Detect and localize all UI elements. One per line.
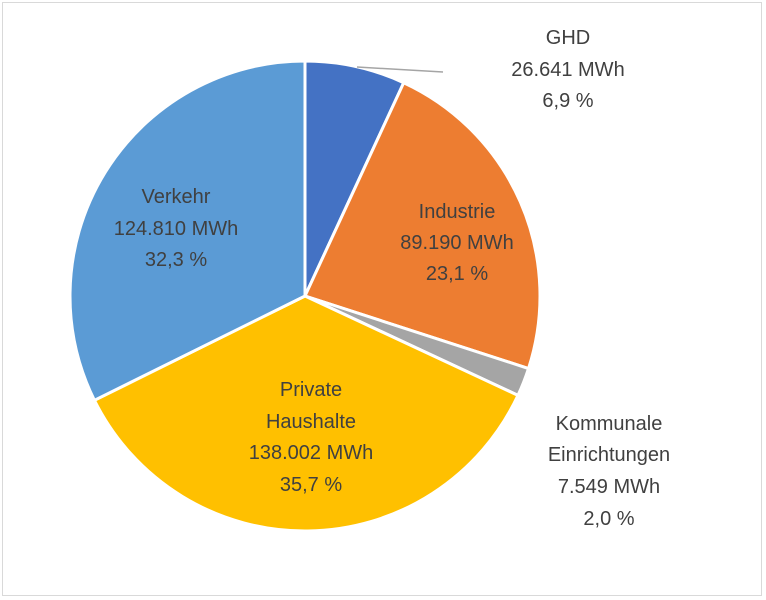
label-kommunal-line2: Einrichtungen	[548, 444, 670, 466]
label-kommunal-line1: Kommunale	[556, 413, 663, 435]
label-private-haushalte: Private Haushalte 138.002 MWh 35,7 %	[249, 379, 374, 496]
label-verkehr-name: Verkehr	[142, 186, 211, 208]
pie-slice-industrie	[303, 81, 542, 371]
label-ghd: GHD 26.641 MWh 6,9 %	[511, 27, 624, 112]
label-private-line2: Haushalte	[266, 411, 356, 433]
label-industrie-name: Industrie	[419, 201, 496, 223]
label-industrie-value: 89.190 MWh	[400, 232, 513, 254]
label-verkehr-value: 124.810 MWh	[114, 218, 239, 240]
label-kommunale-einrichtungen: Kommunale Einrichtungen 7.549 MWh 2,0 %	[548, 413, 670, 530]
label-ghd-percent: 6,9 %	[542, 90, 593, 112]
pie-slice-private-haushalte	[92, 294, 520, 533]
label-ghd-value: 26.641 MWh	[511, 59, 624, 81]
label-kommunal-value: 7.549 MWh	[558, 476, 660, 498]
label-industrie-percent: 23,1 %	[426, 263, 488, 285]
label-private-value: 138.002 MWh	[249, 442, 374, 464]
label-private-percent: 35,7 %	[280, 474, 342, 496]
label-kommunal-percent: 2,0 %	[583, 508, 634, 530]
label-verkehr-percent: 32,3 %	[145, 249, 207, 271]
ghd-leader-line	[356, 66, 444, 73]
label-ghd-name: GHD	[546, 27, 590, 49]
pie-slice-verkehr	[68, 59, 307, 402]
label-private-line1: Private	[280, 379, 342, 401]
label-verkehr: Verkehr 124.810 MWh 32,3 %	[114, 186, 239, 271]
label-industrie: Industrie 89.190 MWh 23,1 %	[400, 201, 513, 285]
pie-slices	[68, 59, 542, 533]
